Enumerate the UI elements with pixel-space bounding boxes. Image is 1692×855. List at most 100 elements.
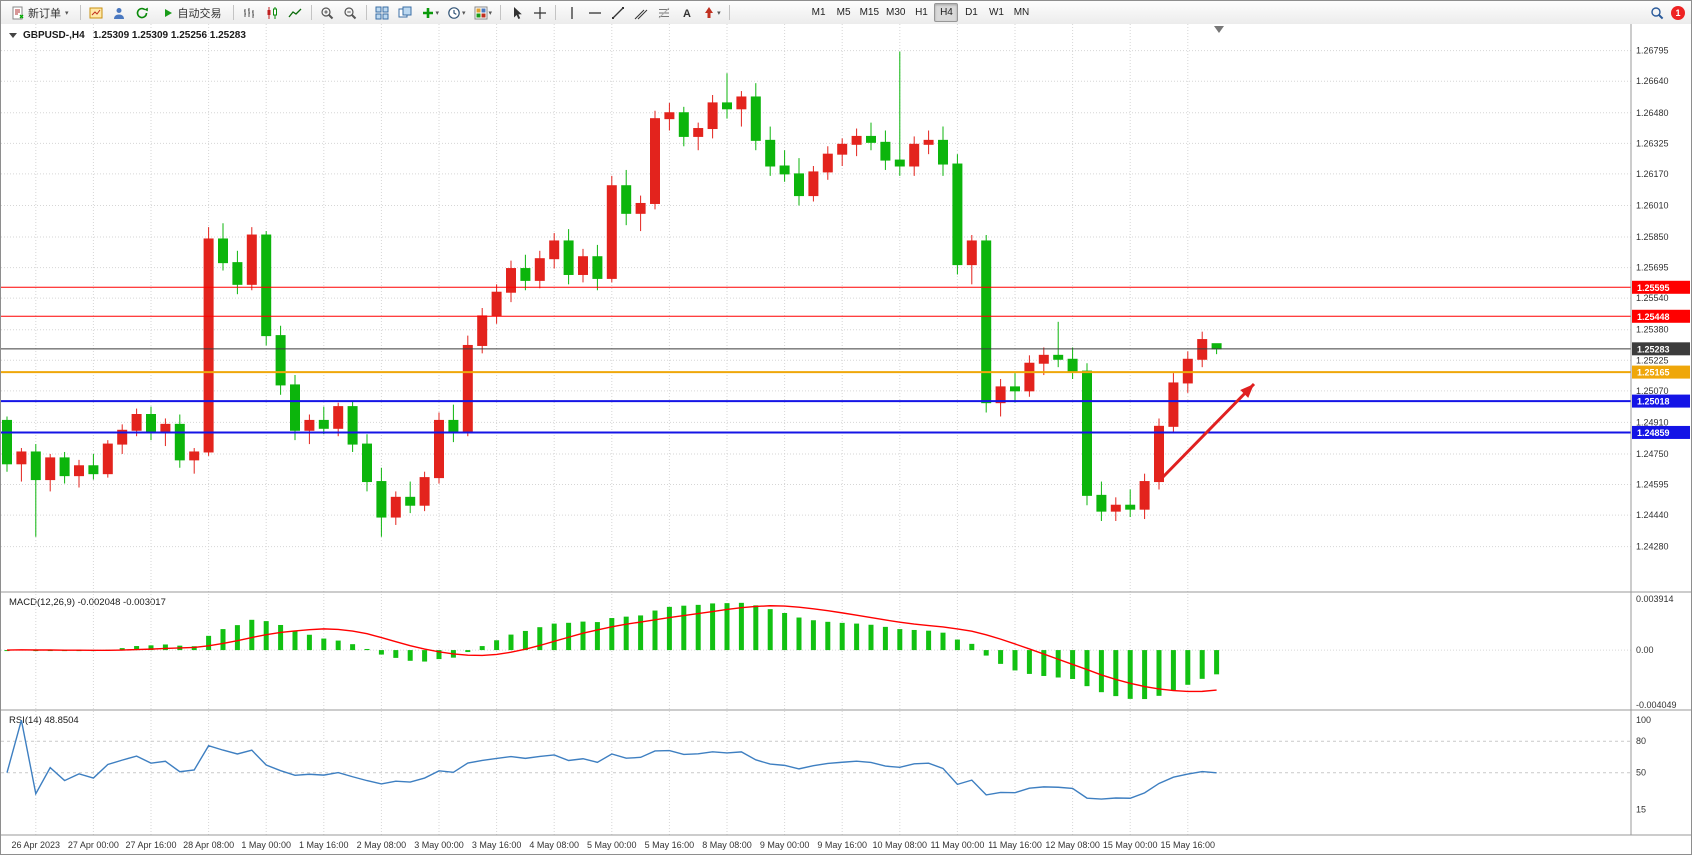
axis-label-boxes: 1.25595 1.25448 1.25283 1.25165 1.25018 1.248… bbox=[1632, 280, 1690, 439]
vertical-line-tool-button[interactable] bbox=[561, 3, 582, 22]
svg-text:1.25595: 1.25595 bbox=[1637, 283, 1670, 293]
timeframe-h1-button[interactable]: H1 bbox=[909, 3, 933, 22]
zoom-out-icon bbox=[344, 6, 357, 19]
cursor-tool-button[interactable] bbox=[506, 3, 527, 22]
horizontal-line-tool-button[interactable] bbox=[584, 3, 605, 22]
templates-button[interactable]: ▾ bbox=[471, 3, 496, 22]
notification-badge[interactable]: 1 bbox=[1671, 5, 1685, 20]
cursor-icon bbox=[513, 6, 522, 19]
crosshair-icon bbox=[533, 6, 546, 19]
chevron-down-icon: ▾ bbox=[488, 9, 493, 17]
horizontal-line-icon bbox=[588, 11, 601, 14]
toolbar-separator bbox=[728, 5, 730, 20]
toolbar-separator bbox=[310, 5, 312, 20]
svg-text:50: 50 bbox=[1636, 768, 1646, 778]
static-labels: GBPUSD-,H4 1.25309 1.25309 1.25256 1.252… bbox=[9, 30, 246, 726]
bar-chart-icon bbox=[244, 7, 255, 18]
svg-text:1.26480: 1.26480 bbox=[1636, 108, 1669, 118]
bar-chart-button[interactable] bbox=[239, 3, 260, 22]
chart-menu-triangle-icon[interactable] bbox=[9, 33, 17, 38]
candles-layer bbox=[2, 51, 1222, 537]
profile-button[interactable] bbox=[109, 3, 130, 22]
new-order-button[interactable]: 新订单 ▾ bbox=[5, 3, 75, 22]
tile-windows-button[interactable] bbox=[372, 3, 393, 22]
main-toolbar: 新订单 ▾ 自动交易 bbox=[1, 1, 1691, 25]
templates-icon bbox=[474, 6, 488, 19]
svg-text:5 May 16:00: 5 May 16:00 bbox=[645, 840, 695, 850]
svg-text:11 May 16:00: 11 May 16:00 bbox=[988, 840, 1042, 850]
svg-text:8 May 08:00: 8 May 08:00 bbox=[702, 840, 752, 850]
indicators-icon bbox=[422, 7, 433, 18]
zoom-in-icon bbox=[321, 6, 334, 19]
svg-text:0.003914: 0.003914 bbox=[1636, 594, 1674, 604]
channel-icon bbox=[634, 9, 647, 19]
trendline-tool-button[interactable] bbox=[607, 3, 628, 22]
svg-text:3 May 00:00: 3 May 00:00 bbox=[414, 840, 464, 850]
timeframe-d1-button[interactable]: D1 bbox=[959, 3, 983, 22]
timeframe-m5-button[interactable]: M5 bbox=[832, 3, 856, 22]
cascade-windows-icon bbox=[398, 6, 412, 17]
zoom-in-button[interactable] bbox=[317, 3, 338, 22]
arrows-tool-button[interactable]: ▾ bbox=[699, 3, 724, 22]
timeframe-m30-button[interactable]: M30 bbox=[883, 3, 908, 22]
grid-layer bbox=[1, 24, 1631, 835]
indicators-button[interactable]: ▾ bbox=[418, 3, 443, 22]
rsi-pane bbox=[1, 720, 1631, 800]
toolbar-separator bbox=[555, 5, 557, 20]
svg-text:1.26010: 1.26010 bbox=[1636, 200, 1669, 210]
autotrade-button[interactable]: 自动交易 bbox=[155, 3, 228, 22]
svg-text:1.25165: 1.25165 bbox=[1637, 368, 1670, 378]
text-tool-button[interactable]: A bbox=[676, 3, 697, 22]
timeframe-m15-button[interactable]: M15 bbox=[857, 3, 882, 22]
chevron-down-icon: ▾ bbox=[717, 9, 721, 17]
cascade-windows-button[interactable] bbox=[395, 3, 416, 22]
text-icon: A bbox=[683, 8, 691, 20]
autotrade-label: 自动交易 bbox=[177, 7, 222, 20]
svg-text:100: 100 bbox=[1636, 715, 1651, 725]
tile-windows-icon bbox=[375, 6, 389, 19]
toolbar-right-group: 1 bbox=[1646, 3, 1685, 22]
svg-text:1.24750: 1.24750 bbox=[1636, 449, 1669, 459]
trend-arrow[interactable] bbox=[1159, 382, 1256, 481]
chart-ohlc-values: 1.25309 1.25309 1.25256 1.25283 bbox=[93, 30, 246, 41]
svg-text:4 May 08:00: 4 May 08:00 bbox=[529, 840, 579, 850]
crosshair-tool-button[interactable] bbox=[529, 3, 550, 22]
timeframe-w1-button[interactable]: W1 bbox=[984, 3, 1008, 22]
fibonacci-tool-button[interactable] bbox=[653, 3, 674, 22]
chart-area: GBPUSD-,H4 1.25309 1.25309 1.25256 1.252… bbox=[1, 24, 1692, 855]
price-axis[interactable]: 1.26795 1.26640 1.26480 1.26325 1.26170 1.260… bbox=[1636, 46, 1677, 815]
candlestick-chart-button[interactable] bbox=[262, 3, 283, 22]
chart-canvas[interactable]: GBPUSD-,H4 1.25309 1.25309 1.25256 1.252… bbox=[1, 24, 1692, 855]
timeframe-m1-button[interactable]: M1 bbox=[807, 3, 831, 22]
svg-text:1.24595: 1.24595 bbox=[1636, 480, 1669, 490]
chart-window-button[interactable] bbox=[86, 3, 107, 22]
chart-window-icon bbox=[89, 7, 103, 18]
arrows-icon bbox=[705, 6, 714, 18]
timeframe-h4-button[interactable]: H4 bbox=[934, 3, 959, 22]
svg-text:1.24859: 1.24859 bbox=[1637, 428, 1670, 438]
time-axis[interactable]: 26 Apr 2023 27 Apr 00:00 27 Apr 16:00 28 Ap… bbox=[12, 840, 1216, 850]
line-chart-button[interactable] bbox=[285, 3, 306, 22]
macd-label: MACD(12,26,9) -0.002048 -0.003017 bbox=[9, 597, 166, 608]
chevron-down-icon: ▾ bbox=[462, 9, 466, 17]
chart-shift-marker[interactable] bbox=[1214, 26, 1224, 33]
svg-text:1.25283: 1.25283 bbox=[1637, 344, 1670, 354]
timeframe-mn-button[interactable]: MN bbox=[1009, 3, 1033, 22]
svg-text:5 May 00:00: 5 May 00:00 bbox=[587, 840, 637, 850]
svg-text:11 May 00:00: 11 May 00:00 bbox=[930, 840, 984, 850]
chart-symbol-title: GBPUSD-,H4 bbox=[23, 30, 85, 41]
svg-text:1.24440: 1.24440 bbox=[1636, 510, 1669, 520]
refresh-button[interactable] bbox=[132, 3, 153, 22]
hlines-layer[interactable] bbox=[1, 286, 1631, 434]
line-chart-icon bbox=[288, 8, 302, 17]
svg-text:9 May 16:00: 9 May 16:00 bbox=[817, 840, 867, 850]
toolbar-separator bbox=[500, 5, 502, 20]
svg-text:15 May 00:00: 15 May 00:00 bbox=[1103, 840, 1158, 850]
channel-tool-button[interactable] bbox=[630, 3, 651, 22]
periods-button[interactable]: ▾ bbox=[444, 3, 469, 22]
vertical-line-icon bbox=[570, 6, 573, 19]
rsi-label: RSI(14) 48.8504 bbox=[9, 715, 79, 726]
search-button[interactable] bbox=[1646, 3, 1667, 22]
zoom-out-button[interactable] bbox=[340, 3, 361, 22]
